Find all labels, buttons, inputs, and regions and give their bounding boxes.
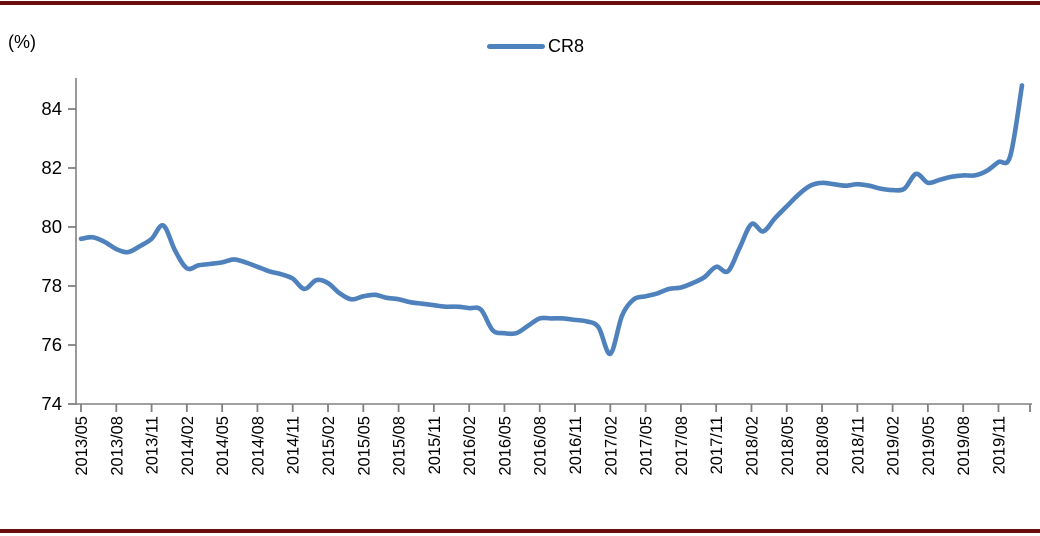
x-axis-tick-label: 2016/02 — [461, 416, 479, 476]
bottom-rule-line — [0, 529, 1040, 533]
x-axis-tick-label: 2016/11 — [567, 416, 585, 474]
x-axis-tick-label: 2015/08 — [391, 416, 409, 476]
x-axis-tick-label: 2016/05 — [496, 416, 514, 476]
x-axis-tick-label: 2013/11 — [144, 416, 162, 474]
y-axis-tick-label: 80 — [41, 216, 62, 237]
x-axis-tick-label: 2019/08 — [955, 416, 973, 476]
x-axis-tick-label: 2018/02 — [743, 416, 761, 476]
legend: CR8 — [487, 36, 584, 57]
x-axis-tick-label: 2017/02 — [602, 416, 620, 476]
y-axis-tick-label: 84 — [41, 98, 62, 119]
x-axis-tick-label: 2018/11 — [849, 416, 867, 474]
y-axis-tick-label: 82 — [41, 157, 62, 178]
x-axis-tick-label: 2019/02 — [885, 416, 903, 476]
x-axis-tick-label: 2017/11 — [708, 416, 726, 474]
x-axis-tick-label: 2014/08 — [249, 416, 267, 476]
x-axis-tick-label: 2017/08 — [673, 416, 691, 476]
x-axis-tick-label: 2014/02 — [179, 416, 197, 476]
x-axis-tick-label: 2015/05 — [355, 416, 373, 476]
legend-series-label: CR8 — [548, 36, 585, 56]
x-axis-tick-label: 2014/05 — [214, 416, 232, 476]
x-axis-tick-label: 2013/08 — [108, 416, 126, 476]
legend-line-swatch — [487, 44, 545, 49]
x-axis-tick-label: 2015/02 — [320, 416, 338, 476]
x-axis-tick-label: 2019/05 — [920, 416, 938, 476]
cr8-series-line — [78, 83, 1025, 357]
x-axis-tick-label: 2019/11 — [990, 416, 1008, 474]
y-axis-tick-label: 76 — [41, 334, 62, 355]
y-axis-unit-label: (%) — [8, 32, 36, 52]
x-axis-tick-label: 2017/05 — [638, 416, 656, 476]
x-axis-tick-label: 2018/08 — [814, 416, 832, 476]
x-axis-tick-label: 2016/08 — [532, 416, 550, 476]
x-axis-tick-label: 2015/11 — [426, 416, 444, 474]
y-axis-tick-label: 74 — [41, 393, 62, 414]
y-axis-tick-label: 78 — [41, 275, 62, 296]
top-rule-line — [0, 1, 1040, 5]
x-axis-tick-label: 2018/05 — [779, 416, 797, 476]
x-axis-tick-label: 2013/05 — [73, 416, 91, 476]
x-axis-tick-label: 2014/11 — [285, 416, 303, 474]
